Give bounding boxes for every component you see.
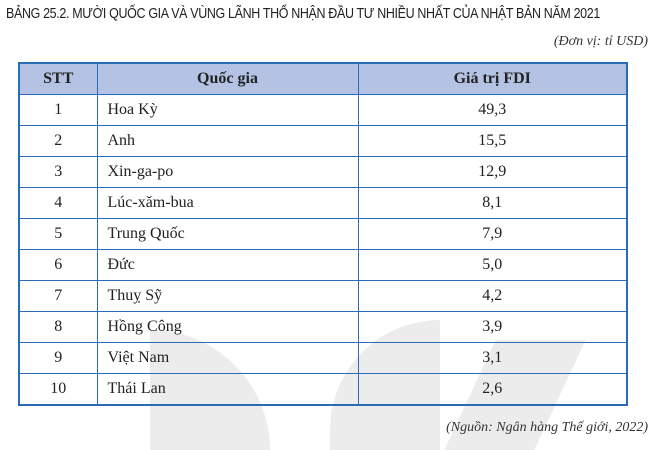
cell-fdi: 12,9 <box>357 156 628 188</box>
cell-fdi: 4,2 <box>357 280 628 312</box>
table-row: 2 Anh 15,5 <box>18 125 628 157</box>
cell-country: Xin-ga-po <box>96 156 359 188</box>
header-stt: STT <box>18 62 98 95</box>
cell-country: Đức <box>96 249 359 281</box>
cell-country: Việt Nam <box>96 342 359 374</box>
cell-country: Anh <box>96 125 359 157</box>
cell-country: Lúc-xăm-bua <box>96 187 359 219</box>
unit-label: (Đơn vị: tỉ USD) <box>553 34 648 49</box>
cell-fdi: 3,9 <box>357 311 628 343</box>
cell-stt: 7 <box>18 280 98 312</box>
table-row: 5 Trung Quốc 7,9 <box>18 218 628 250</box>
header-fdi: Giá trị FDI <box>357 62 628 95</box>
cell-country: Thái Lan <box>96 373 359 406</box>
cell-stt: 3 <box>18 156 98 188</box>
cell-stt: 1 <box>18 94 98 126</box>
cell-stt: 6 <box>18 249 98 281</box>
cell-fdi: 7,9 <box>357 218 628 250</box>
cell-country: Hồng Công <box>96 311 359 343</box>
table-title: BẢNG 25.2. MƯỜI QUỐC GIA VÀ VÙNG LÃNH TH… <box>6 6 600 22</box>
cell-stt: 5 <box>18 218 98 250</box>
cell-country: Hoa Kỳ <box>96 94 359 126</box>
table-row: 10 Thái Lan 2,6 <box>18 373 628 406</box>
source-note: (Nguồn: Ngân hàng Thế giới, 2022) <box>446 420 648 435</box>
table-row: 6 Đức 5,0 <box>18 249 628 281</box>
table-header-row: STT Quốc gia Giá trị FDI <box>18 62 628 95</box>
cell-stt: 8 <box>18 311 98 343</box>
cell-country: Thuỵ Sỹ <box>96 280 359 312</box>
table-row: 7 Thuỵ Sỹ 4,2 <box>18 280 628 312</box>
header-country: Quốc gia <box>96 62 359 95</box>
table-row: 3 Xin-ga-po 12,9 <box>18 156 628 188</box>
cell-stt: 2 <box>18 125 98 157</box>
table-row: 4 Lúc-xăm-bua 8,1 <box>18 187 628 219</box>
cell-fdi: 2,6 <box>357 373 628 406</box>
cell-fdi: 5,0 <box>357 249 628 281</box>
cell-country: Trung Quốc <box>96 218 359 250</box>
cell-stt: 9 <box>18 342 98 374</box>
cell-fdi: 3,1 <box>357 342 628 374</box>
table-row: 9 Việt Nam 3,1 <box>18 342 628 374</box>
fdi-table: STT Quốc gia Giá trị FDI 1 Hoa Kỳ 49,3 2 Anh… <box>18 62 628 406</box>
cell-fdi: 49,3 <box>357 94 628 126</box>
cell-stt: 4 <box>18 187 98 219</box>
table-row: 1 Hoa Kỳ 49,3 <box>18 94 628 126</box>
table-row: 8 Hồng Công 3,9 <box>18 311 628 343</box>
cell-fdi: 15,5 <box>357 125 628 157</box>
cell-stt: 10 <box>18 373 98 406</box>
cell-fdi: 8,1 <box>357 187 628 219</box>
